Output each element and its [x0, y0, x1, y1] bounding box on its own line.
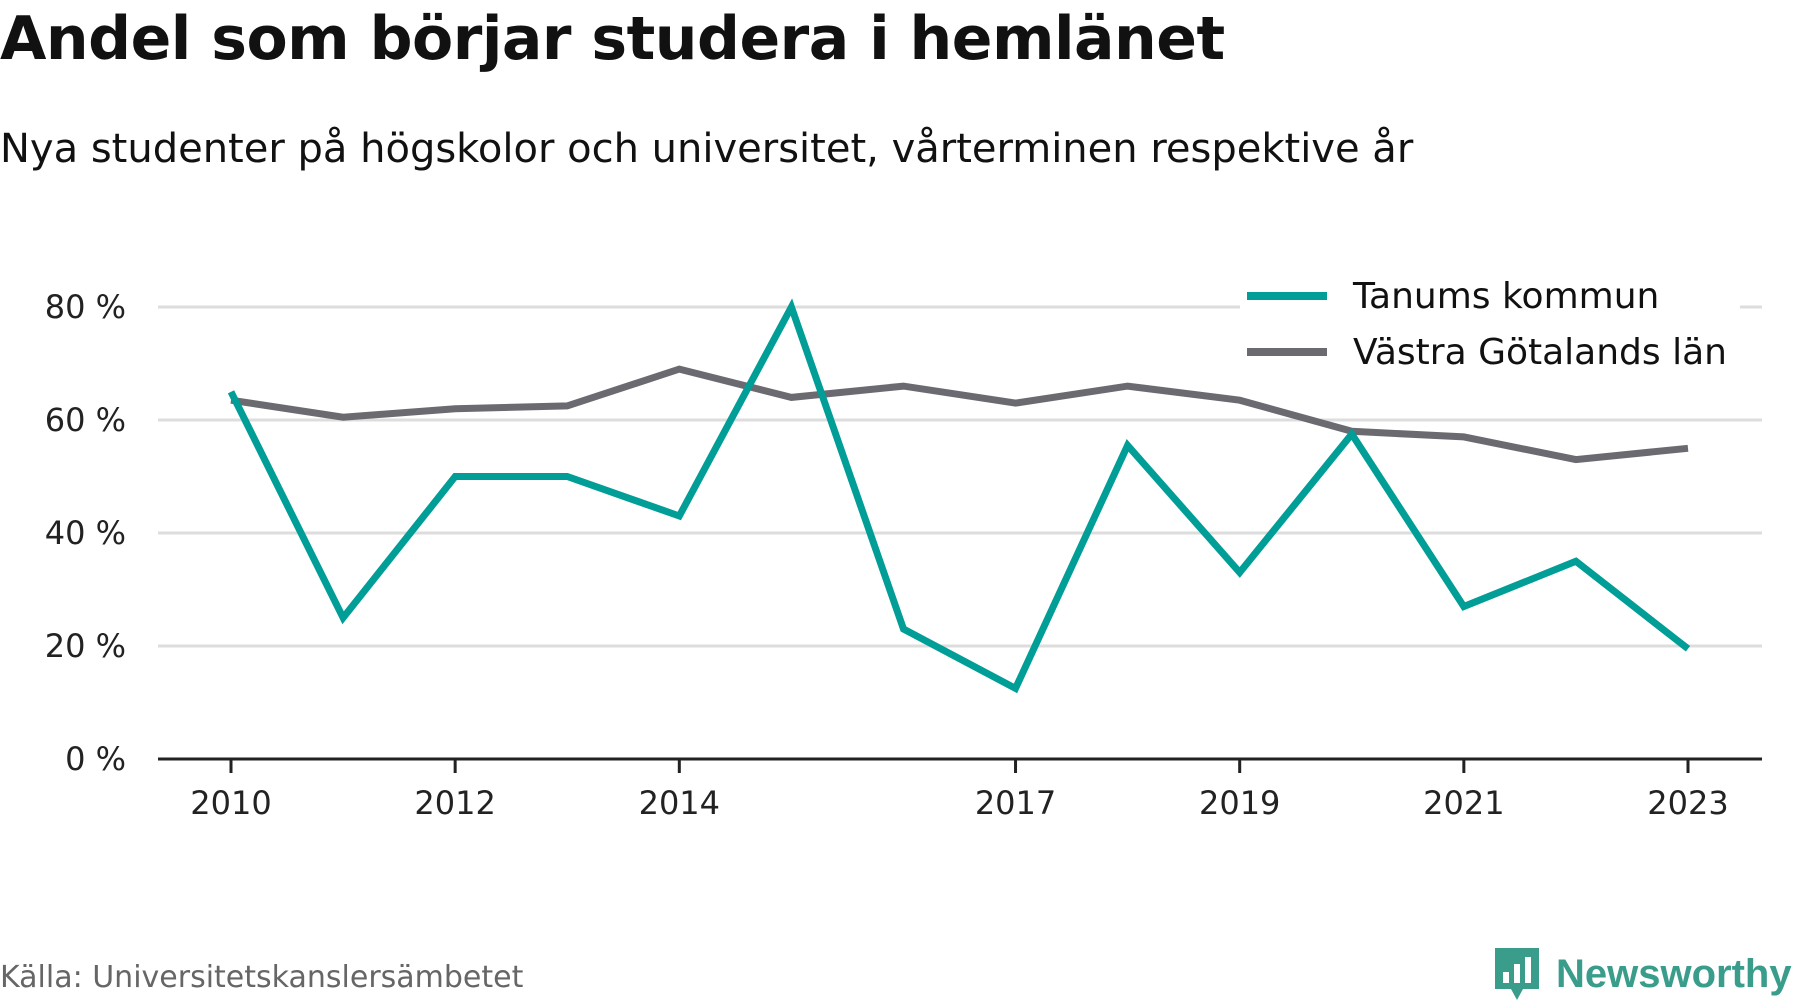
y-tick-label: 40 % [45, 514, 126, 552]
newsworthy-logo: Newsworthy [1492, 945, 1792, 1003]
newsworthy-logo-icon [1492, 945, 1542, 1003]
x-tick-label: 2019 [1199, 784, 1280, 822]
x-tick-label: 2010 [190, 784, 271, 822]
x-tick-label: 2017 [975, 784, 1056, 822]
y-tick-label: 60 % [45, 401, 126, 439]
y-tick-label: 80 % [45, 288, 126, 326]
legend: Tanums kommun Västra Götalands län [1240, 268, 1740, 378]
x-tick-label: 2023 [1647, 784, 1728, 822]
x-tick-label: 2021 [1423, 784, 1504, 822]
legend-label-tanums-kommun: Tanums kommun [1352, 276, 1659, 317]
y-tick-label: 0 % [65, 740, 126, 778]
brand-name: Newsworthy [1556, 952, 1792, 997]
y-axis-tick-labels: 0 % 20 % 40 % 60 % 80 % [45, 288, 126, 778]
x-tick-label: 2012 [414, 784, 495, 822]
legend-label-vastra-gotalands-lan: Västra Götalands län [1353, 332, 1727, 373]
source-note: Källa: Universitetskanslersämbetet [0, 960, 523, 995]
x-tick-label: 2014 [639, 784, 720, 822]
x-axis-tick-labels: 2010 2012 2014 2017 2019 2021 2023 [190, 759, 1728, 822]
series-line-vastra-gotalands-lan [231, 369, 1688, 460]
y-tick-label: 20 % [45, 627, 126, 665]
